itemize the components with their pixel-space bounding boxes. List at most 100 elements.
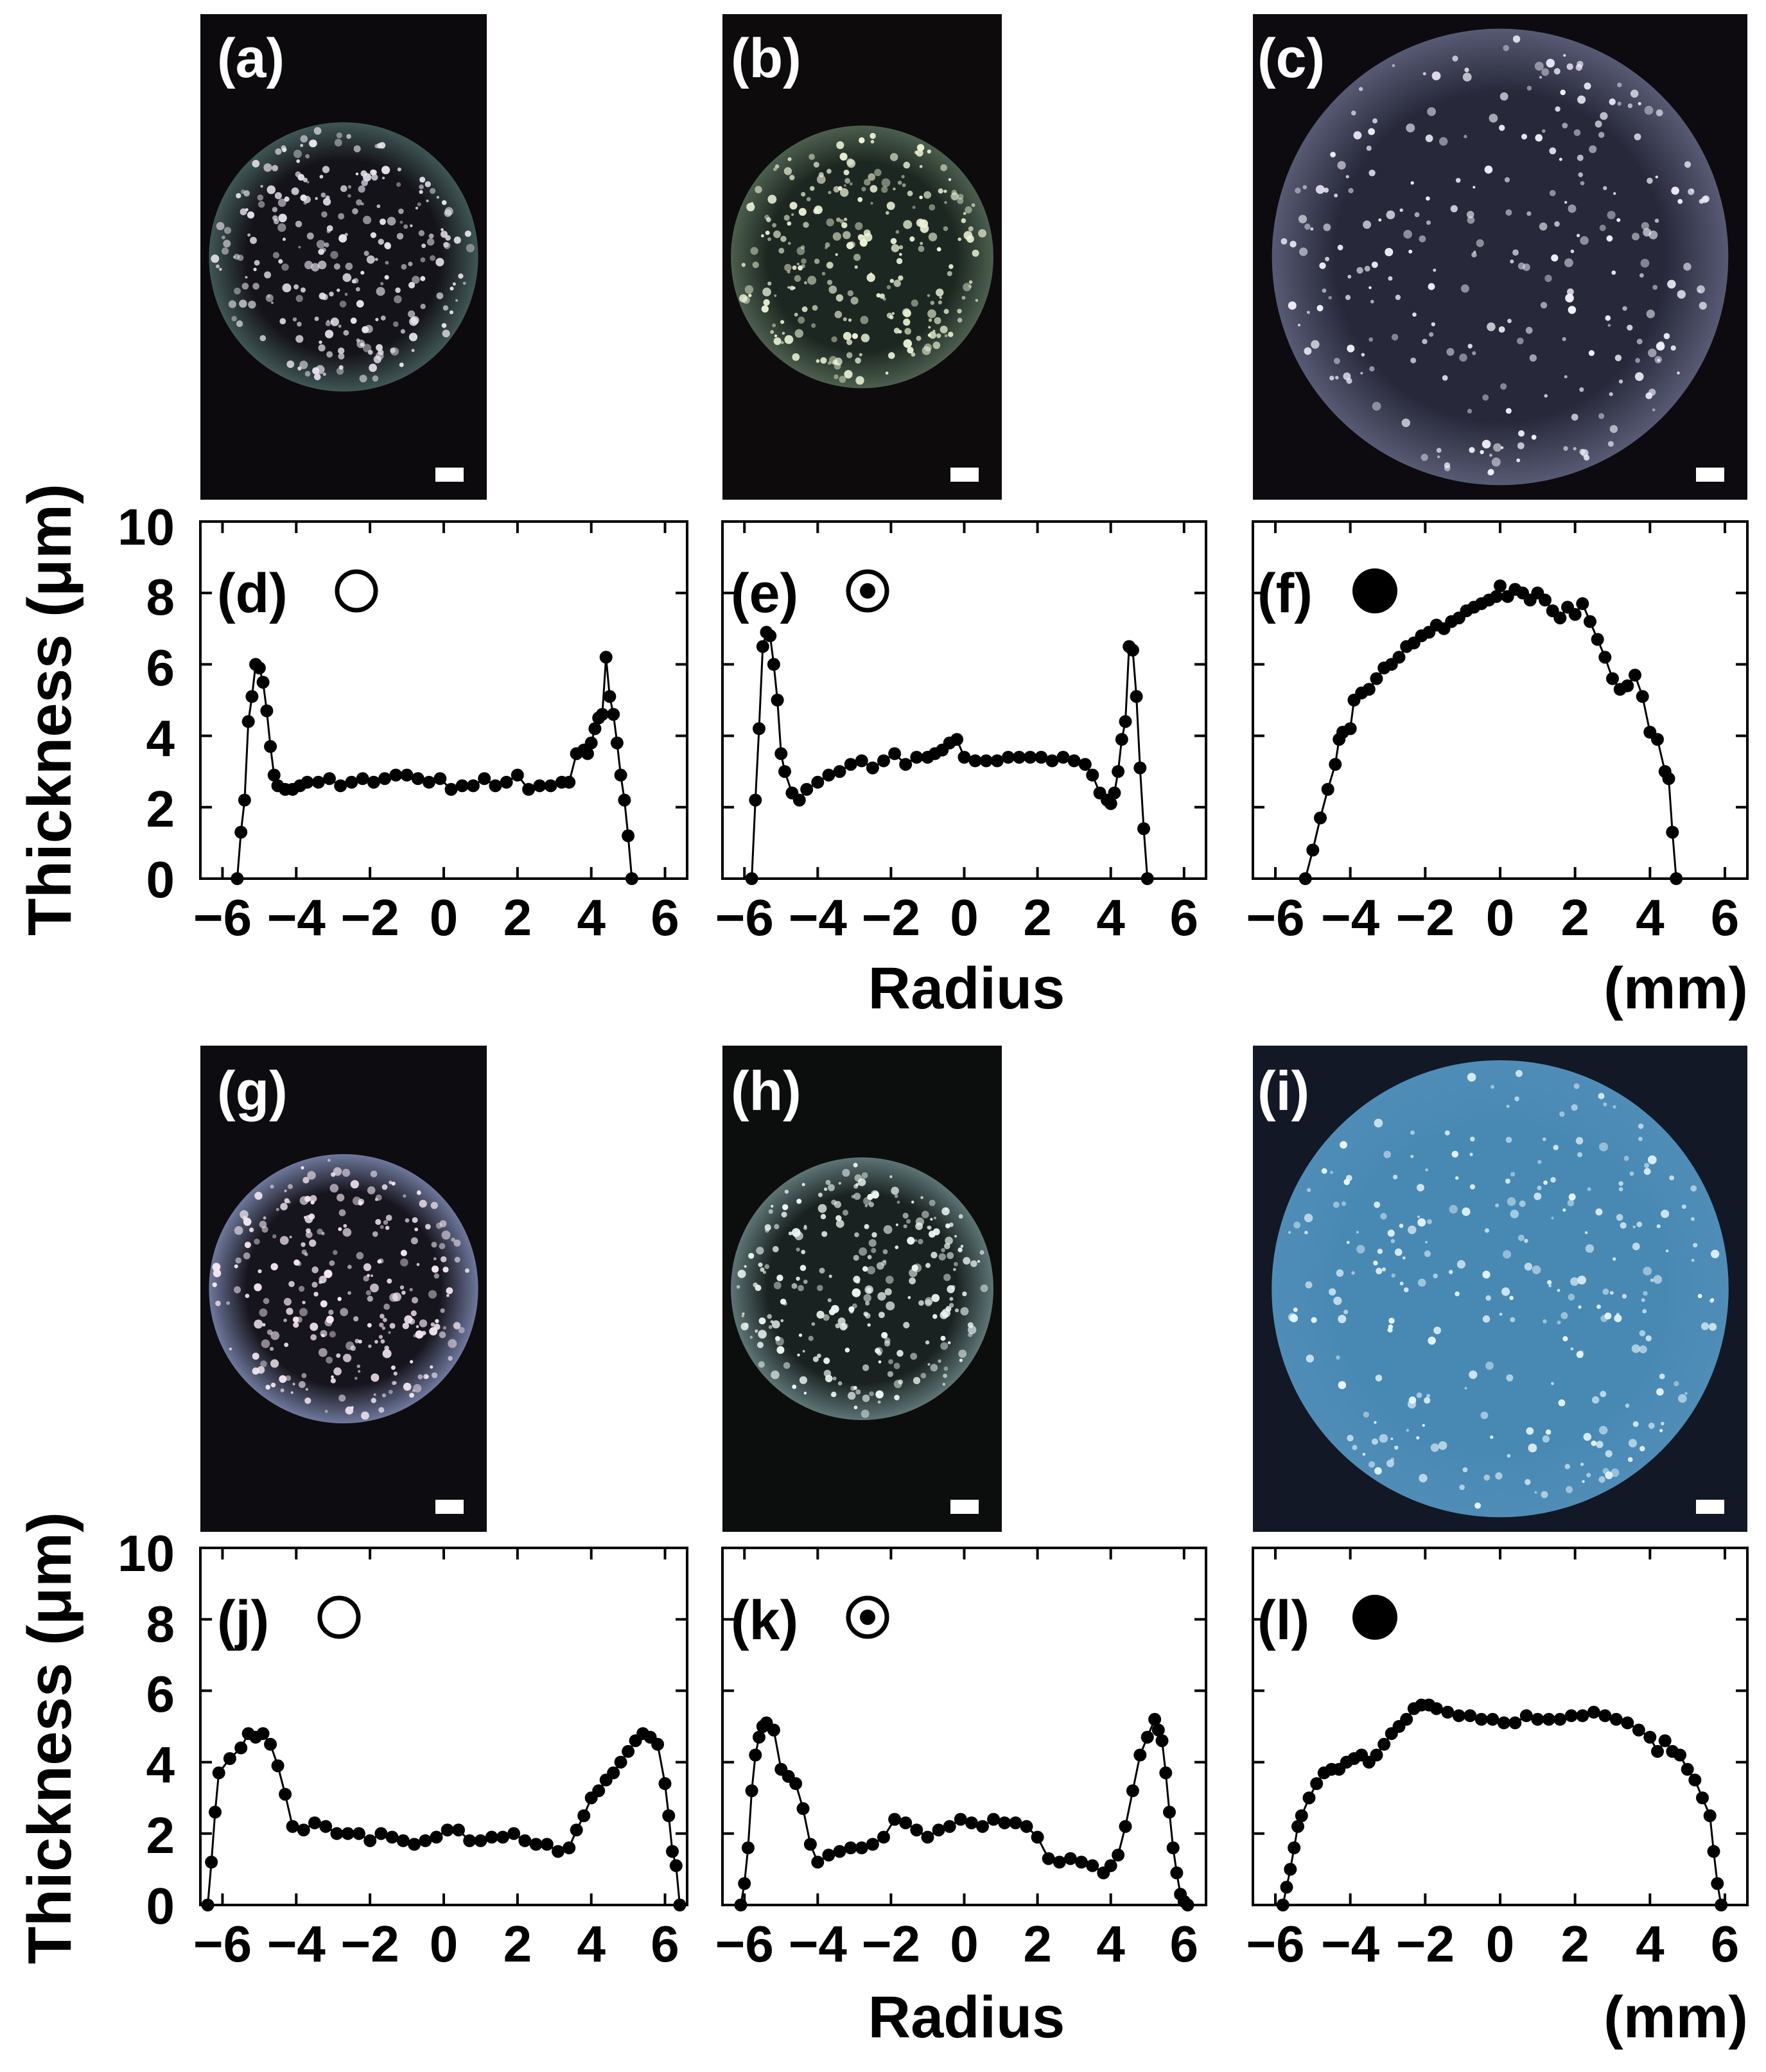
x-tick-label: 0 — [430, 1915, 459, 1972]
x-axis-label-bottom: Radius — [868, 1985, 1065, 2050]
data-point — [1024, 751, 1037, 764]
photo-label-a: (a) — [217, 28, 284, 89]
data-point — [352, 1827, 365, 1840]
data-point — [588, 722, 602, 735]
data-point — [1133, 1748, 1147, 1762]
data-point — [1576, 597, 1589, 610]
plot-label-d: (d) — [217, 563, 288, 624]
data-point — [444, 783, 458, 796]
data-point — [252, 662, 266, 674]
scale-bar — [435, 468, 464, 482]
data-point — [286, 1820, 299, 1833]
data-point — [234, 1741, 248, 1755]
data-point — [511, 768, 524, 782]
data-point — [478, 772, 491, 786]
data-point — [749, 793, 762, 807]
data-point — [1598, 1709, 1612, 1723]
data-point — [811, 1856, 825, 1869]
data-point — [264, 1737, 277, 1751]
filled-marker-icon — [1352, 1595, 1397, 1640]
data-point — [1298, 872, 1312, 885]
data-point — [745, 872, 758, 885]
data-point — [1651, 1744, 1664, 1758]
data-point — [319, 1820, 333, 1833]
data-point — [1696, 1791, 1709, 1805]
data-point — [774, 747, 788, 760]
droplet-disc — [731, 1157, 993, 1420]
data-point — [1329, 758, 1342, 771]
data-point — [1119, 715, 1132, 728]
data-point — [205, 1856, 218, 1869]
data-point — [1508, 1716, 1522, 1730]
open-marker-icon — [335, 569, 378, 613]
data-point — [223, 1752, 236, 1765]
data-point — [496, 1831, 509, 1844]
photo-label-i: (i) — [1257, 1060, 1309, 1122]
x-tick-label: 2 — [1561, 1915, 1589, 1972]
data-point — [1133, 761, 1147, 775]
data-point — [1662, 772, 1675, 786]
data-point — [400, 768, 414, 782]
data-point — [260, 704, 274, 717]
data-point — [433, 772, 447, 786]
y-axis-label-top: Thickness (μm) — [15, 484, 84, 936]
data-point — [419, 1834, 432, 1847]
x-tick-label: 6 — [1711, 889, 1740, 946]
data-point — [957, 751, 971, 764]
x-tick-label: 0 — [430, 889, 459, 946]
data-point — [563, 1841, 576, 1854]
x-tick-label: 2 — [1023, 889, 1052, 946]
data-point — [803, 1838, 817, 1851]
data-point — [1519, 1709, 1533, 1723]
data-point — [1636, 690, 1649, 703]
data-point — [1280, 1881, 1293, 1894]
data-point — [592, 1784, 606, 1798]
data-point — [910, 1823, 923, 1837]
data-point — [1568, 608, 1582, 621]
data-point — [1141, 1730, 1154, 1744]
data-point — [1119, 1820, 1132, 1833]
data-point — [1564, 1709, 1578, 1723]
data-point — [1141, 872, 1154, 885]
data-point — [1013, 751, 1026, 764]
data-point — [1576, 1709, 1589, 1723]
data-point — [1104, 1859, 1117, 1872]
data-point — [1497, 1716, 1510, 1730]
data-point — [1643, 1730, 1657, 1744]
data-point — [1441, 1705, 1455, 1719]
data-point — [954, 1813, 967, 1826]
data-point — [563, 775, 576, 789]
data-point — [607, 1766, 620, 1780]
filled-marker-icon — [1352, 568, 1397, 613]
data-point — [833, 765, 846, 778]
data-point — [1591, 633, 1604, 646]
data-point — [466, 779, 480, 793]
data-point — [899, 1816, 913, 1830]
data-point — [888, 1813, 902, 1826]
plot-label-k: (k) — [731, 1590, 798, 1651]
plot-panel-e: −6 −4 −2 0 2 4 6 — [715, 520, 1207, 946]
data-point — [844, 1841, 857, 1854]
data-point — [1115, 733, 1128, 746]
data-point — [669, 1859, 683, 1872]
data-point — [241, 715, 255, 728]
data-point — [1494, 579, 1507, 593]
data-point — [614, 1755, 627, 1769]
data-point — [734, 1899, 747, 1911]
data-point — [833, 1845, 846, 1858]
photo-panel-b — [722, 14, 1002, 500]
x-tick-label: −6 — [715, 1915, 774, 1972]
data-point — [1112, 765, 1125, 778]
data-point — [1159, 1766, 1173, 1780]
data-point — [792, 793, 806, 807]
data-point — [764, 629, 777, 642]
data-point — [1377, 1737, 1391, 1751]
data-point — [822, 768, 835, 782]
photo-panel-a — [200, 14, 487, 500]
x-axis-unit-top: (mm) — [1604, 956, 1748, 1021]
data-point — [423, 775, 435, 789]
plot-panel-f: −6 −4 −2 0 2 4 6 — [1246, 520, 1749, 946]
data-point — [1020, 1820, 1033, 1833]
x-tick-label: 6 — [1711, 1915, 1740, 1972]
